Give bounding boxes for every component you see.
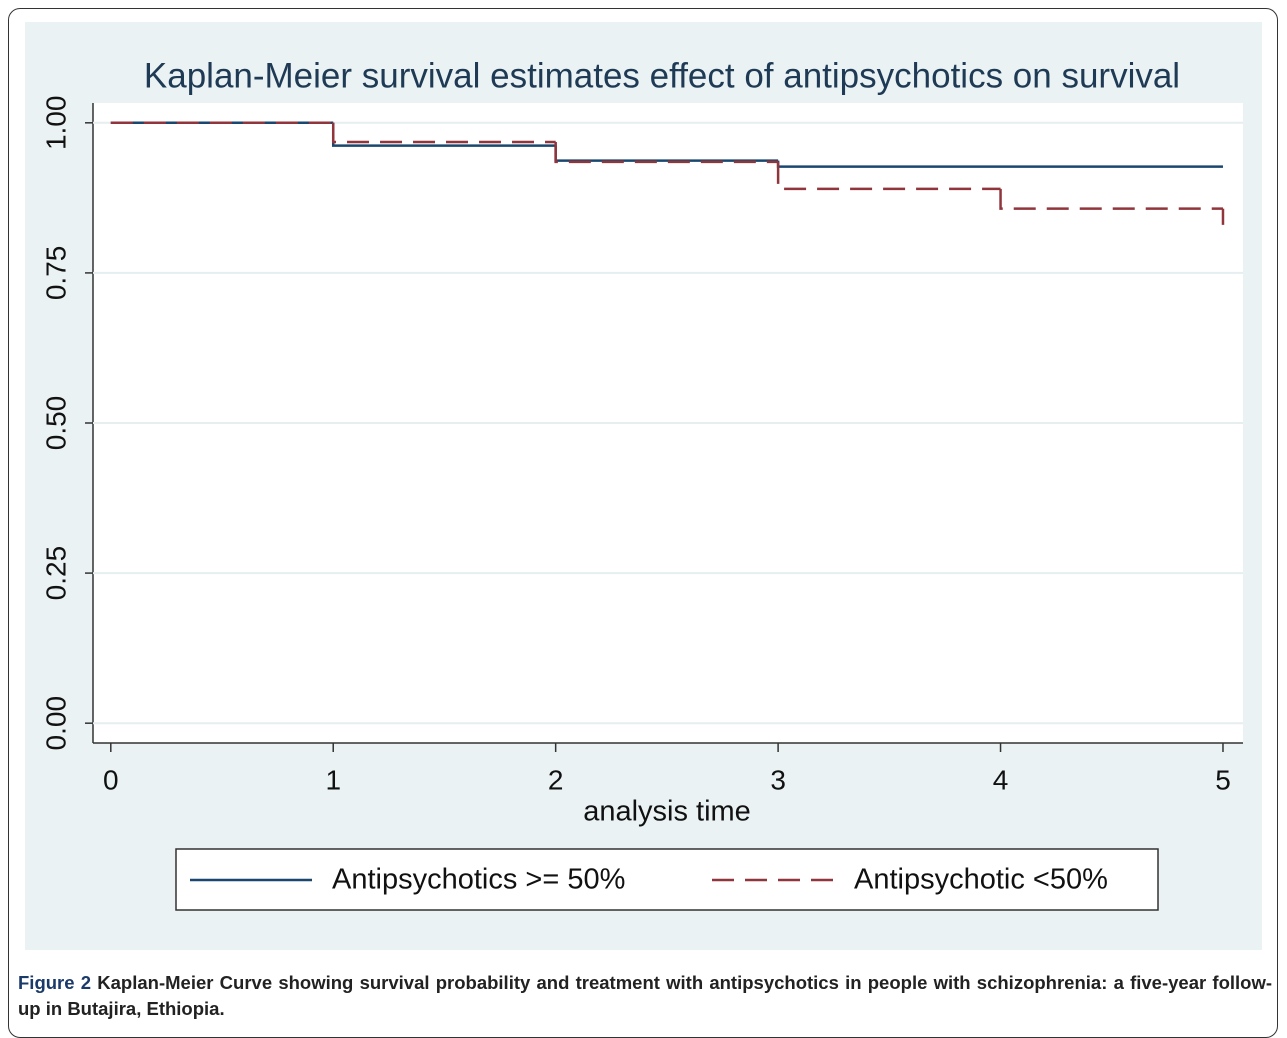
- x-tick-label: 3: [770, 764, 786, 795]
- y-tick-label: 0.50: [40, 396, 71, 451]
- chart-title: Kaplan-Meier survival estimates effect o…: [144, 56, 1180, 95]
- x-tick-label: 2: [548, 764, 564, 795]
- y-tick-label: 0.25: [40, 546, 71, 601]
- legend-box: [175, 848, 1159, 911]
- y-tick-label: 1.00: [40, 96, 71, 150]
- y-tick-label: 0.00: [40, 696, 71, 751]
- chart: Kaplan-Meier survival estimates effect o…: [25, 22, 1262, 950]
- x-axis-label: analysis time: [583, 796, 751, 828]
- survival-step: [999, 188, 1223, 210]
- caption: Figure 2 Kaplan-Meier Curve showing surv…: [18, 970, 1272, 1022]
- survival-step: [554, 142, 779, 164]
- legend-label: Antipsychotics >= 50%: [332, 864, 625, 896]
- caption-text: Kaplan-Meier Curve showing survival prob…: [18, 972, 1272, 1019]
- y-tick-label: 0.75: [40, 246, 71, 301]
- x-tick-label: 0: [103, 764, 119, 795]
- legend-label: Antipsychotic <50%: [854, 864, 1108, 896]
- x-tick-label: 1: [325, 764, 341, 795]
- survival-step: [331, 122, 556, 144]
- x-tick-label: 5: [1215, 764, 1231, 795]
- x-tick-label: 4: [993, 764, 1009, 795]
- survival-step: [776, 161, 1001, 191]
- caption-label: Figure 2: [18, 972, 92, 993]
